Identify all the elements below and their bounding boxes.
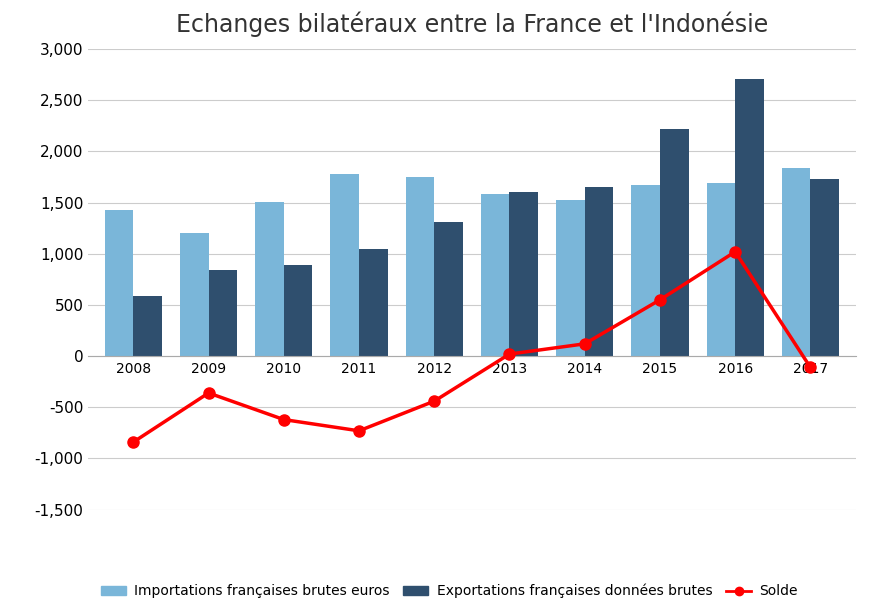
Bar (557, 200, 585, 356)
Bar (180, 233, 208, 356)
Bar (632, 185, 660, 356)
Bar (406, 177, 434, 356)
Bar (255, 201, 284, 356)
Bar (105, 210, 133, 356)
Title: Echanges bilatéraux entre la France et l'Indonésie: Echanges bilatéraux entre la France et l… (176, 12, 768, 37)
Bar (736, 79, 764, 356)
Bar (208, 270, 237, 356)
Bar (133, 296, 162, 356)
Bar (706, 183, 736, 356)
Bar (660, 129, 689, 356)
Bar (481, 195, 510, 356)
Bar (359, 249, 387, 356)
Bar (331, 174, 359, 356)
Bar (510, 192, 538, 356)
Bar (811, 179, 839, 356)
Legend: Importations françaises brutes euros, Exportations françaises données brutes, So: Importations françaises brutes euros, Ex… (95, 578, 804, 604)
Bar (585, 187, 613, 356)
Bar (284, 265, 312, 356)
Bar (781, 168, 811, 356)
Bar (434, 222, 463, 356)
